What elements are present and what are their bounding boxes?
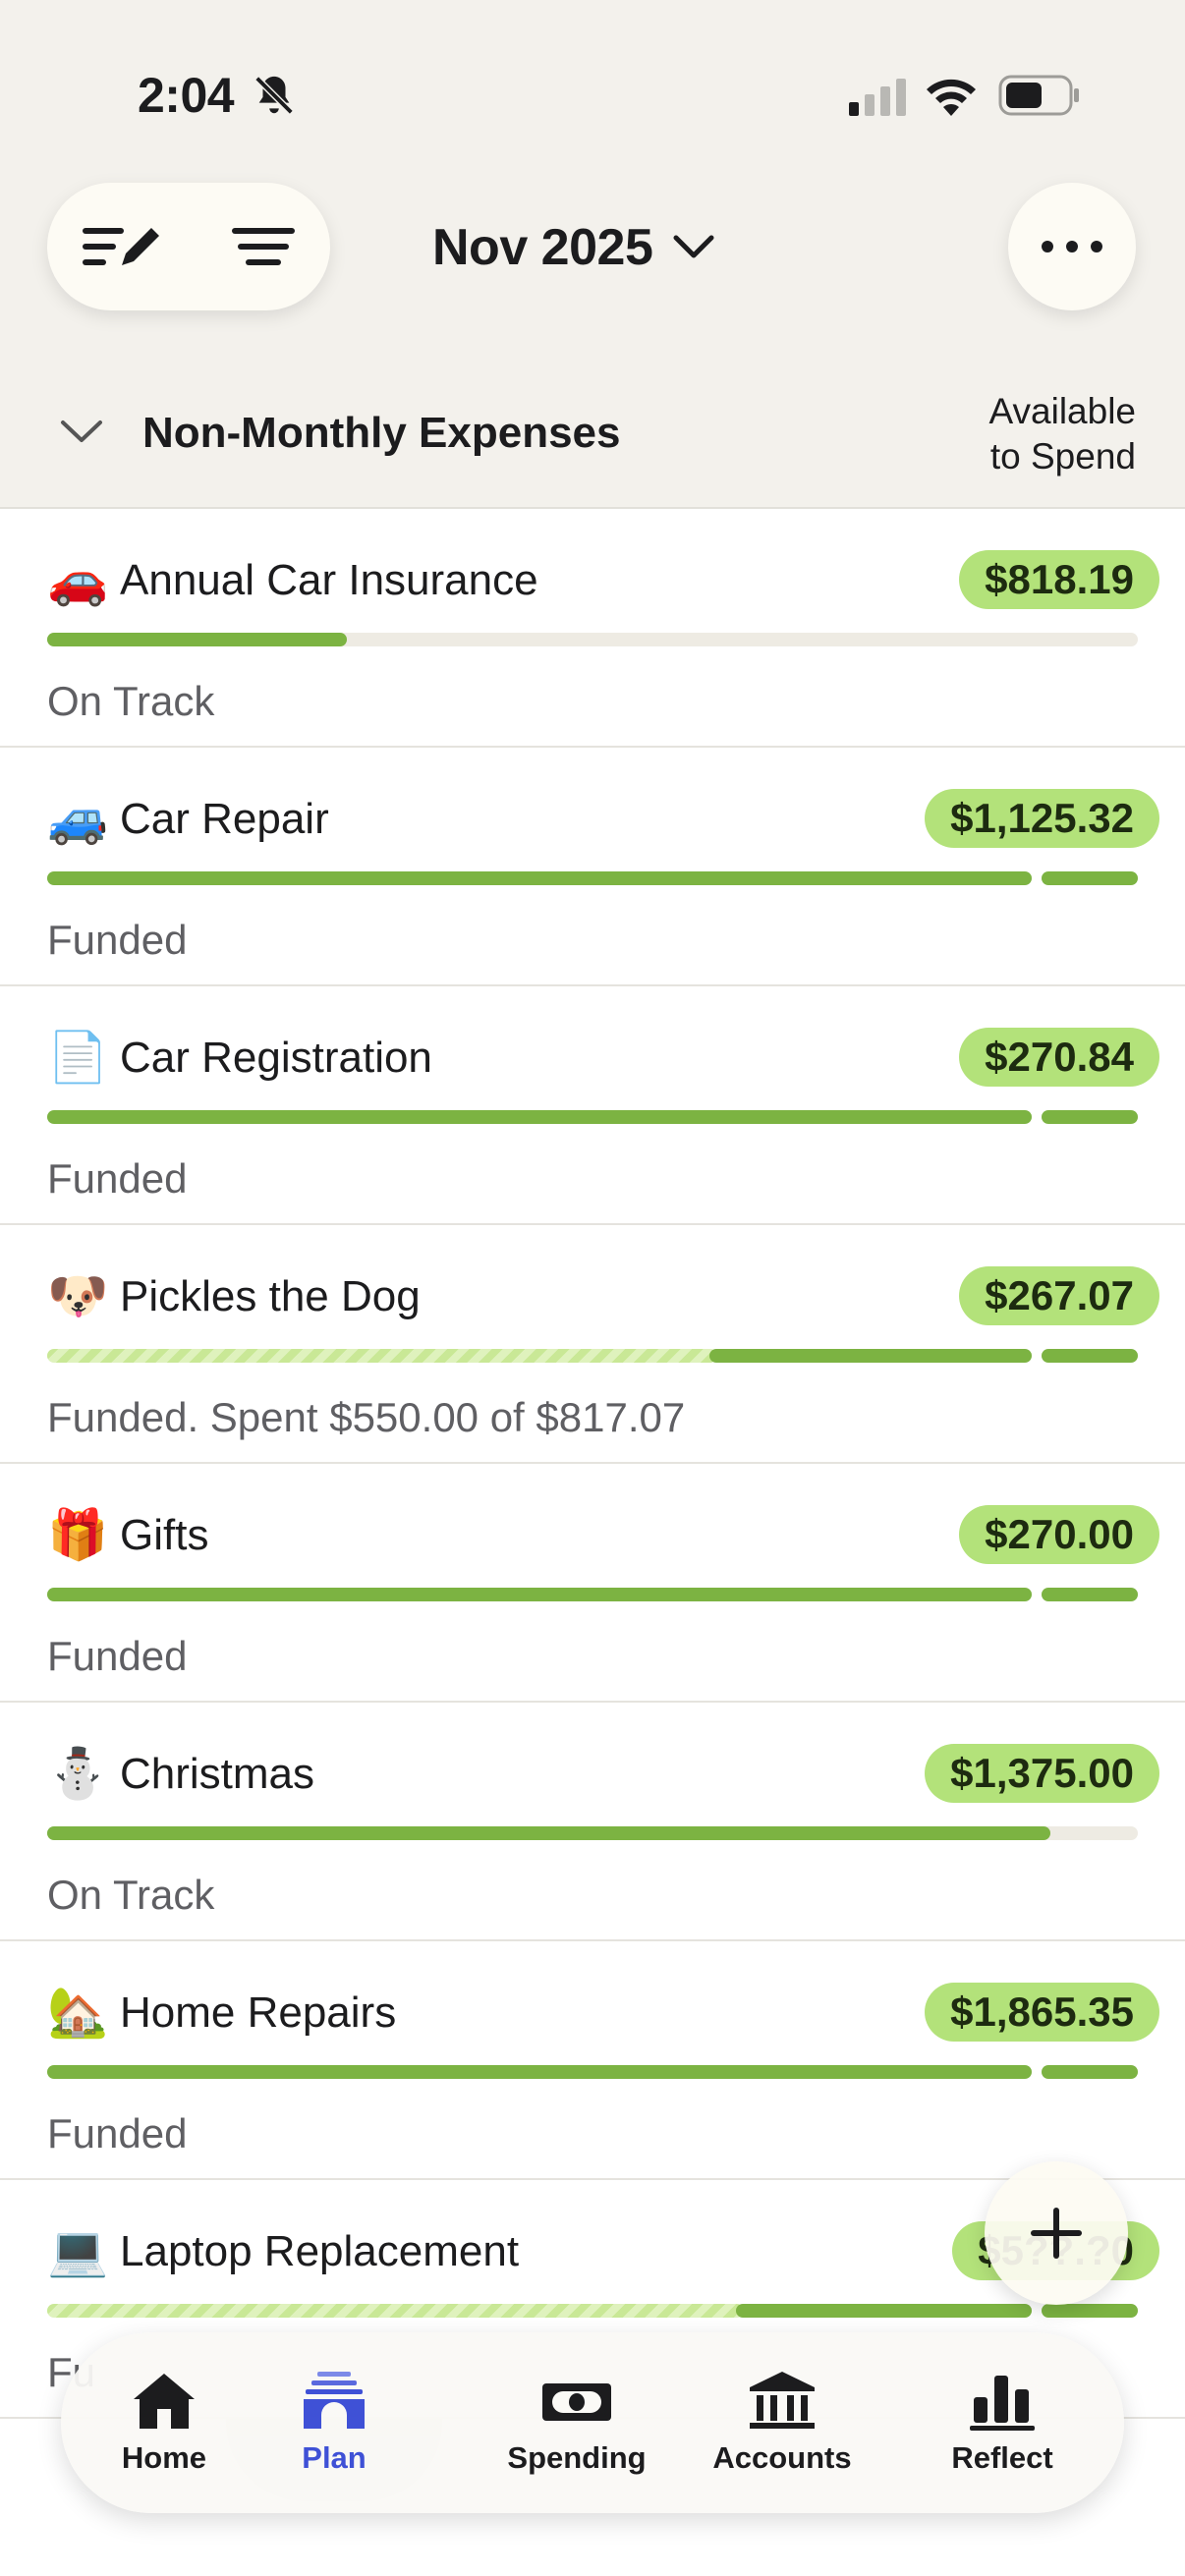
progress-funded-cap: [1042, 871, 1138, 885]
progress-bar: [47, 1349, 1138, 1363]
add-button[interactable]: [985, 2161, 1128, 2305]
progress-funded-cap: [1042, 2065, 1138, 2079]
category-status: Funded: [47, 1633, 188, 1679]
cell-signal-icon: [849, 79, 906, 116]
status-time: 2:04: [138, 68, 235, 123]
progress-fill: [736, 2304, 1032, 2318]
tab-accounts[interactable]: Accounts: [704, 2332, 861, 2513]
category-emoji-icon: 🐶: [47, 1267, 109, 1324]
category-status: Funded: [47, 1155, 188, 1202]
filter-icon[interactable]: [224, 216, 303, 277]
category-name: Car Registration: [120, 1034, 432, 1082]
category-status: Funded. Spent $550.00 of $817.07: [47, 1394, 686, 1440]
chevron-down-icon: [673, 235, 714, 258]
progress-fill: [47, 1588, 1032, 1601]
tab-spending[interactable]: Spending: [503, 2332, 650, 2513]
available-amount-badge[interactable]: $818.19: [959, 550, 1159, 609]
progress-bar: [47, 1110, 1138, 1124]
category-emoji-icon: 📄: [47, 1029, 109, 1086]
bank-icon: [750, 2372, 815, 2429]
plus-icon: [1031, 2208, 1082, 2259]
progress-bar: [47, 2304, 1138, 2318]
progress-funded-cap: [1042, 1110, 1138, 1124]
progress-funded-cap: [1042, 1349, 1138, 1363]
category-status: Funded: [47, 2110, 188, 2156]
category-emoji-icon: ⛄: [47, 1745, 109, 1802]
category-row[interactable]: 🏡 Home Repairs $1,865.35 Funded: [0, 1941, 1185, 2180]
banknote-icon: [542, 2383, 611, 2421]
category-emoji-icon: 💻: [47, 2222, 109, 2279]
category-row[interactable]: 🚗 Annual Car Insurance $818.19 On Track: [0, 509, 1185, 748]
category-emoji-icon: 🎁: [47, 1506, 109, 1563]
top-header: 2:04 Nov 2025: [0, 0, 1185, 509]
bar-chart-icon: [970, 2376, 1035, 2431]
available-amount-badge[interactable]: $270.84: [959, 1028, 1159, 1087]
available-amount-badge[interactable]: $1,375.00: [925, 1744, 1159, 1803]
category-emoji-icon: 🚗: [47, 551, 109, 608]
available-amount-badge[interactable]: $267.07: [959, 1266, 1159, 1325]
tab-plan[interactable]: Plan: [226, 2332, 442, 2513]
progress-fill: [47, 2065, 1032, 2079]
month-selector[interactable]: Nov 2025: [432, 206, 717, 289]
category-row[interactable]: 🐶 Pickles the Dog $267.07 Funded. Spent $55…: [0, 1225, 1185, 1464]
category-status: On Track: [47, 1872, 215, 1918]
category-name: Car Repair: [120, 795, 329, 843]
progress-bar: [47, 1588, 1138, 1601]
month-label: Nov 2025: [432, 219, 653, 276]
available-amount-badge[interactable]: $270.00: [959, 1505, 1159, 1564]
progress-bar: [47, 633, 1138, 646]
category-status: Funded: [47, 917, 188, 963]
house-icon: [134, 2374, 195, 2429]
wifi-icon: [927, 79, 976, 116]
progress-fill: [47, 871, 1032, 885]
tab-bar: Home Plan Spending Accounts: [61, 2332, 1124, 2513]
category-row[interactable]: 🚙 Car Repair $1,125.32 Funded: [0, 748, 1185, 986]
tab-home[interactable]: Home: [81, 2332, 248, 2513]
progress-funded-cap: [1042, 1588, 1138, 1601]
progress-bar: [47, 871, 1138, 885]
available-amount-badge[interactable]: $1,125.32: [925, 789, 1159, 848]
category-row[interactable]: 📄 Car Registration $270.84 Funded: [0, 986, 1185, 1225]
plan-icon: [304, 2372, 365, 2429]
category-row[interactable]: 🎁 Gifts $270.00 Funded: [0, 1464, 1185, 1703]
category-status: On Track: [47, 678, 215, 724]
category-name: Laptop Replacement: [120, 2227, 520, 2275]
category-name: Gifts: [120, 1511, 209, 1559]
progress-spent: [47, 1349, 717, 1363]
group-title: Non-Monthly Expenses: [142, 409, 621, 457]
battery-icon: [998, 75, 1079, 116]
header-actions-pill: [47, 183, 330, 310]
available-amount-badge[interactable]: $1,865.35: [925, 1983, 1159, 2042]
category-emoji-icon: 🚙: [47, 790, 109, 847]
category-name: Home Repairs: [120, 1988, 397, 2037]
progress-fill: [47, 633, 347, 646]
progress-funded-cap: [1042, 2304, 1138, 2318]
collapse-chevron-icon[interactable]: [59, 413, 104, 452]
category-row[interactable]: ⛄ Christmas $1,375.00 On Track: [0, 1703, 1185, 1941]
progress-fill: [47, 1110, 1032, 1124]
category-name: Pickles the Dog: [120, 1272, 421, 1320]
progress-fill: [47, 1826, 1050, 1840]
progress-bar: [47, 1826, 1138, 1840]
group-header[interactable]: Non-Monthly Expenses Available to Spend: [0, 373, 1185, 491]
progress-bar: [47, 2065, 1138, 2079]
progress-spent: [47, 2304, 744, 2318]
category-name: Annual Car Insurance: [120, 556, 538, 604]
category-name: Christmas: [120, 1750, 315, 1798]
tab-reflect[interactable]: Reflect: [924, 2332, 1081, 2513]
more-button[interactable]: [1008, 183, 1136, 310]
silent-bell-icon: [254, 76, 294, 115]
progress-fill: [709, 1349, 1032, 1363]
available-to-spend-label: Available to Spend: [988, 391, 1136, 476]
category-emoji-icon: 🏡: [47, 1984, 109, 2041]
edit-list-icon[interactable]: [79, 216, 167, 277]
ellipsis-icon: [1042, 241, 1102, 252]
